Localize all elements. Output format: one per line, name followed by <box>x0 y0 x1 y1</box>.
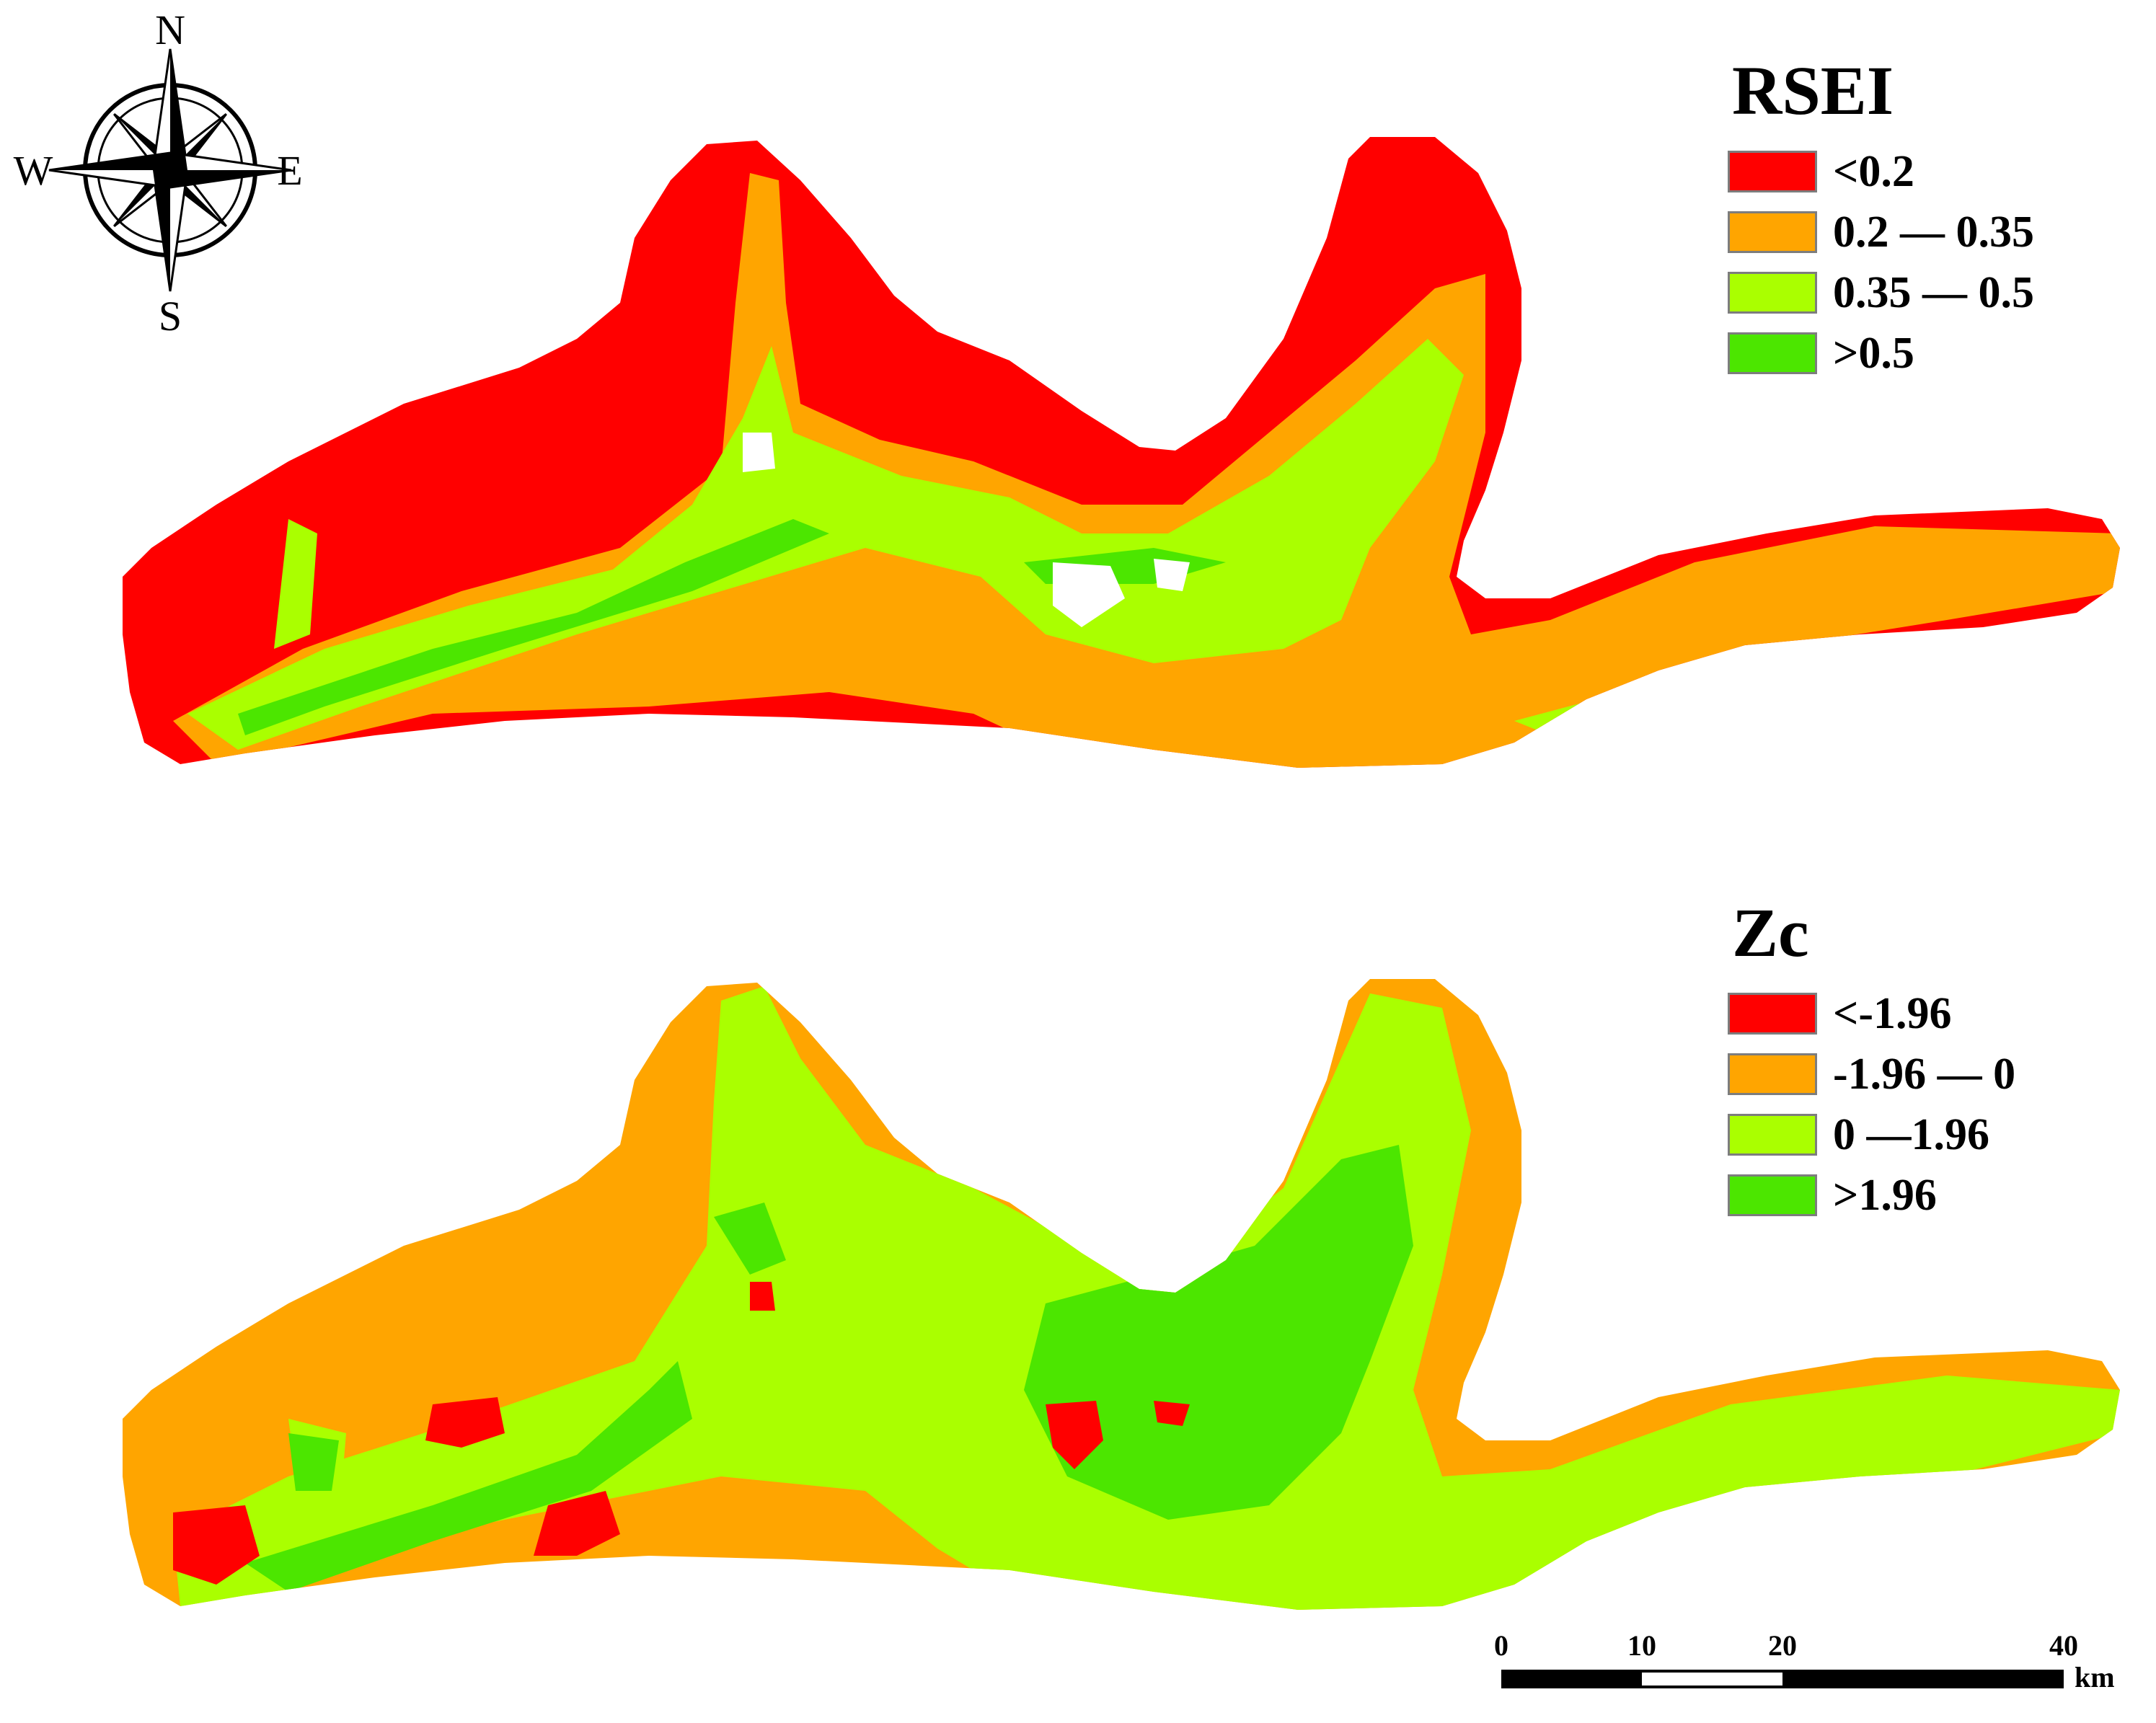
scale-unit: km <box>2075 1661 2115 1693</box>
scale-tick-0: 0 <box>1494 1629 1508 1662</box>
legend-item: >1.96 <box>1728 1171 2015 1220</box>
legend-swatch <box>1728 993 1817 1035</box>
zc-legend-title: Zc <box>1732 894 1809 971</box>
legend-label: -1.96 — 0 <box>1833 1049 2016 1099</box>
scale-tick-10: 10 <box>1627 1629 1656 1662</box>
legend-swatch <box>1728 332 1817 374</box>
compass-north-label: N <box>155 6 185 53</box>
legend-label: <-1.96 <box>1833 988 1952 1038</box>
legend-label: 0.2 — 0.35 <box>1833 207 2034 257</box>
legend-swatch <box>1728 211 1817 253</box>
legend-label: 0.35 — 0.5 <box>1833 267 2034 317</box>
legend-item: >0.5 <box>1728 329 2034 378</box>
legend-label: >0.5 <box>1833 328 1914 378</box>
legend-swatch <box>1728 272 1817 314</box>
legend-item: 0.35 — 0.5 <box>1728 268 2034 317</box>
legend-label: 0 —1.96 <box>1833 1109 1989 1159</box>
legend-swatch <box>1728 1053 1817 1095</box>
compass-east-label: E <box>277 147 302 194</box>
legend-swatch <box>1728 1114 1817 1156</box>
legend-label: <0.2 <box>1833 146 1914 196</box>
legend-swatch <box>1728 151 1817 192</box>
legend-item: 0 —1.96 <box>1728 1110 2015 1159</box>
compass-west-label: W <box>14 147 53 194</box>
legend-swatch <box>1728 1174 1817 1216</box>
legend-item: <-1.96 <box>1728 989 2015 1038</box>
scale-tick-20: 20 <box>1768 1629 1797 1662</box>
legend-label: >1.96 <box>1833 1170 1937 1220</box>
legend-item: -1.96 — 0 <box>1728 1050 2015 1099</box>
legend-item: <0.2 <box>1728 147 2034 196</box>
rsei-legend: RSEI <0.2 0.2 — 0.35 0.35 — 0.5 >0.5 <box>1728 56 2034 389</box>
zc-legend: Zc <-1.96 -1.96 — 0 0 —1.96 >1.96 <box>1728 898 2015 1231</box>
scale-bar: 0 10 20 40 km <box>1494 1629 2115 1693</box>
rsei-legend-title: RSEI <box>1732 52 1894 129</box>
legend-item: 0.2 — 0.35 <box>1728 208 2034 257</box>
compass-rose-icon: N S W E <box>14 6 303 340</box>
compass-south-label: S <box>159 293 182 340</box>
scale-tick-40: 40 <box>2049 1629 2078 1662</box>
